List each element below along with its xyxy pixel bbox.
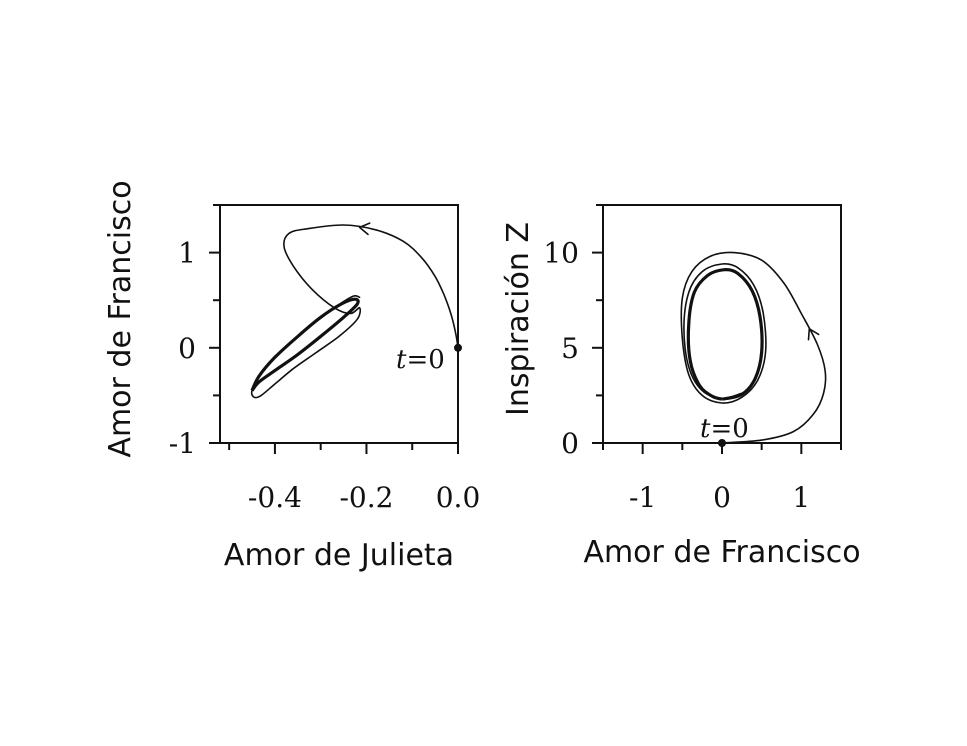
plot-frame: [602, 204, 842, 444]
plot-frame: [219, 204, 459, 444]
limit-cycle-line: [686, 268, 764, 401]
y-tick-label: 5: [561, 332, 579, 365]
x-tick-label: -0.2: [339, 481, 393, 514]
y-tick-label: 0: [561, 427, 579, 460]
limit-cycle-line: [250, 297, 360, 392]
start-point: [718, 439, 726, 447]
annotation-value: =0: [710, 414, 748, 444]
chart-francisco-inspiracion: -1 0 1 0 5 10 t=0 Amor de Francisco Inspirac…: [501, 204, 861, 570]
y-tick-label: 0: [178, 332, 196, 365]
annotation-variable: t: [396, 345, 407, 375]
x-ticks: -0.4 -0.2 0.0: [228, 443, 481, 514]
direction-arrow: [358, 222, 371, 236]
start-annotation: t=0: [700, 414, 749, 444]
annotation-variable: t: [700, 414, 711, 444]
y-ticks: -1 0 1: [169, 204, 220, 460]
x-axis-label: Amor de Julieta: [224, 538, 454, 573]
y-ticks: 0 5 10: [543, 204, 603, 460]
x-tick-label: -1: [629, 481, 656, 514]
x-ticks: -1 0 1: [602, 443, 842, 514]
y-tick-label: 10: [543, 237, 579, 270]
direction-arrow: [807, 328, 820, 341]
y-tick-label: 1: [178, 237, 196, 270]
chart-julieta-francisco: -0.4 -0.2 0.0 -1 0 1 t=0 Amor de Julieta Amo…: [103, 180, 480, 573]
x-tick-label: 0: [713, 481, 731, 514]
y-tick-label: -1: [169, 427, 196, 460]
x-tick-label: 0.0: [436, 481, 481, 514]
annotation-value: =0: [406, 345, 444, 375]
x-axis-label: Amor de Francisco: [583, 535, 860, 570]
x-tick-label: -0.4: [248, 481, 302, 514]
y-axis-label: Amor de Francisco: [103, 180, 138, 457]
start-annotation: t=0: [396, 345, 445, 375]
start-point: [454, 343, 462, 352]
trajectory-line: [680, 251, 827, 444]
y-axis-label: Inspiración Z: [501, 222, 536, 416]
x-tick-label: 1: [792, 481, 810, 514]
